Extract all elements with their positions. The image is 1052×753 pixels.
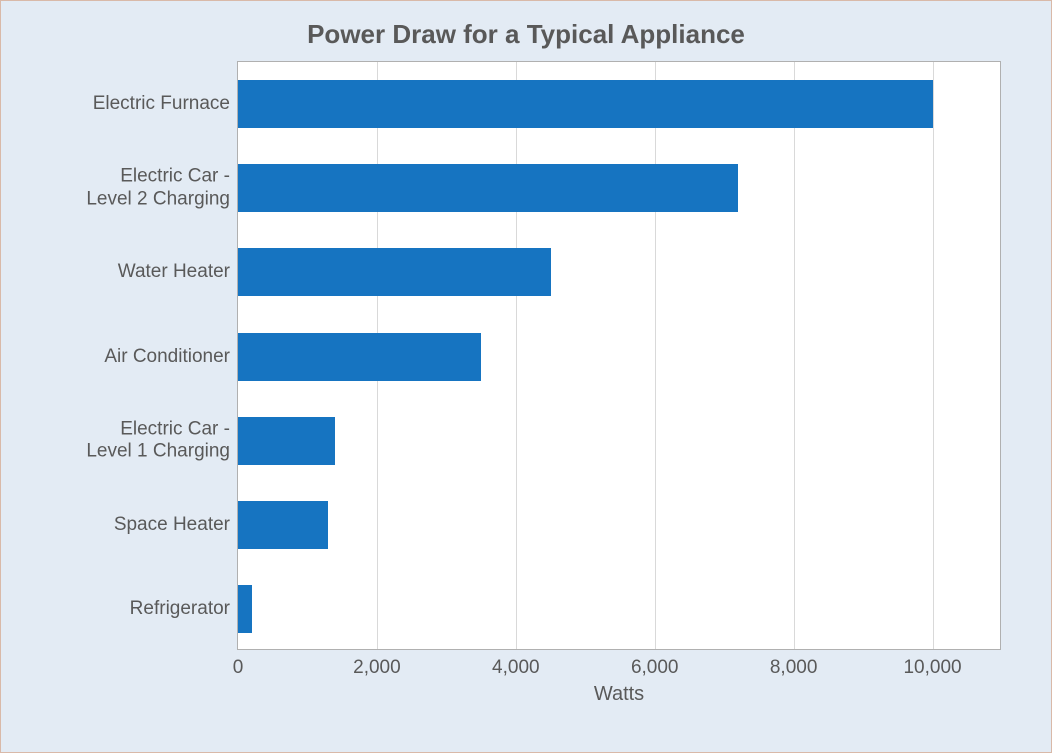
y-axis-label: Refrigerator	[40, 598, 230, 620]
chart-title: Power Draw for a Typical Appliance	[1, 1, 1051, 60]
bar	[238, 248, 551, 296]
y-axis-label: Space Heater	[40, 514, 230, 536]
bar	[238, 585, 252, 633]
y-axis-label: Air Conditioner	[40, 345, 230, 367]
bar	[238, 80, 933, 128]
gridline	[933, 62, 934, 649]
x-tick-label: 4,000	[492, 657, 540, 679]
gridline	[516, 62, 517, 649]
y-axis-label: Electric Furnace	[40, 93, 230, 115]
y-axis-label: Electric Car -Level 1 Charging	[40, 418, 230, 463]
x-axis-title: Watts	[237, 683, 1001, 706]
bar	[238, 417, 335, 465]
gridline	[655, 62, 656, 649]
x-tick-label: 0	[233, 657, 244, 679]
bar	[238, 501, 328, 549]
gridline	[794, 62, 795, 649]
x-tick-label: 2,000	[353, 657, 401, 679]
bar	[238, 333, 481, 381]
y-axis-label: Electric Car -Level 2 Charging	[40, 166, 230, 211]
x-tick-label: 6,000	[631, 657, 679, 679]
y-axis-label: Water Heater	[40, 261, 230, 283]
chart-container: 0 2,000 4,000 6,000 8,000 10,000 Electric Furn…	[39, 61, 1019, 712]
plot-area: 02,0004,0006,0008,00010,000Electric Furn…	[237, 61, 1001, 650]
bar	[238, 164, 738, 212]
x-tick-label: 8,000	[770, 657, 818, 679]
x-tick-label: 10,000	[903, 657, 961, 679]
